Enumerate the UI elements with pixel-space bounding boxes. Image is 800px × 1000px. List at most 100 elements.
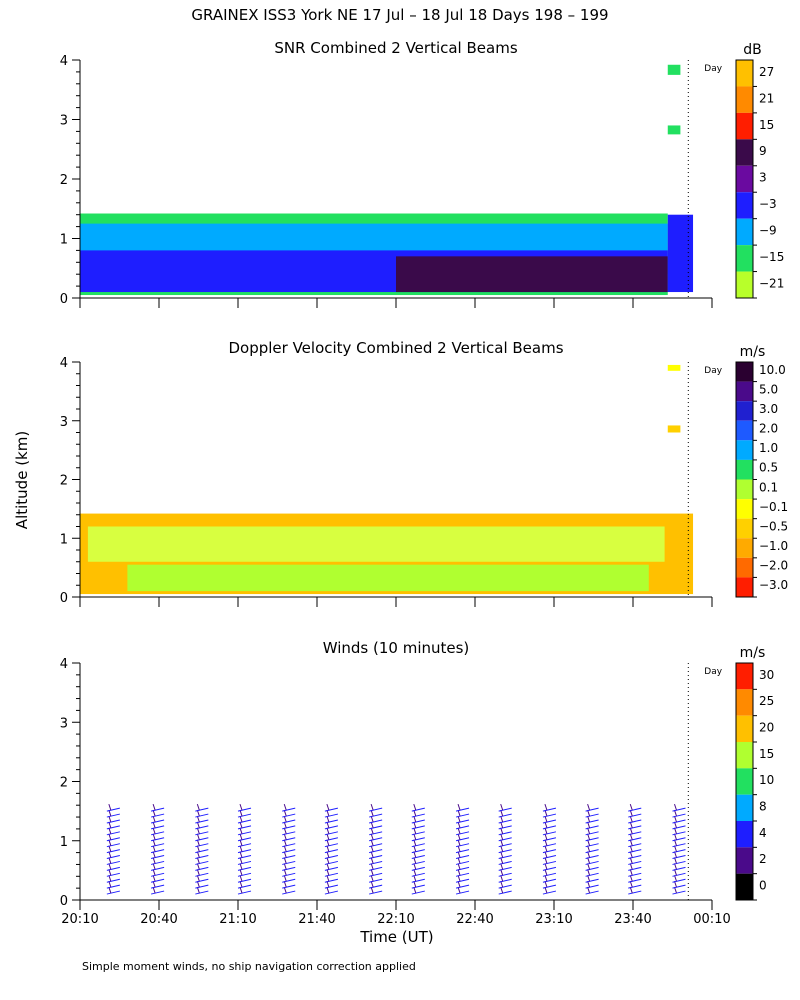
heatmap-region [667, 364, 681, 371]
wind-barb [369, 819, 383, 824]
wind-barb-flag [500, 803, 504, 811]
wind-barb [369, 884, 383, 889]
wind-barb [282, 884, 296, 889]
wind-barb [628, 890, 642, 895]
wind-barb-flag [457, 803, 461, 811]
wind-barb [324, 813, 339, 818]
wind-barb [585, 819, 599, 824]
colorbar-label: 15 [759, 118, 774, 132]
wind-barb [195, 890, 209, 895]
wind-barb [542, 866, 557, 871]
wind-barb [106, 890, 120, 895]
wind-barb [237, 807, 252, 812]
wind-barb-column [628, 803, 642, 895]
y-tick-label: 3 [60, 415, 68, 430]
wind-barb [282, 807, 296, 812]
wind-barb [369, 837, 383, 842]
x-tick-label: 20:40 [140, 912, 177, 927]
colorbar-cell [736, 742, 753, 769]
wind-barb [150, 884, 165, 889]
y-tick-label: 1 [60, 835, 68, 850]
wind-barb [498, 807, 512, 812]
wind-barb [195, 819, 209, 824]
wind-barb [498, 837, 512, 842]
wind-barb [106, 807, 120, 812]
wind-barb [282, 843, 296, 848]
panel-title: SNR Combined 2 Vertical Beams [274, 39, 517, 57]
wind-barb [455, 831, 470, 836]
wind-barb [455, 849, 470, 854]
colorbar-frame [735, 662, 754, 901]
wind-barb [369, 872, 383, 877]
wind-barb [498, 813, 512, 818]
wind-barb [237, 872, 252, 877]
wind-barb [498, 878, 512, 883]
wind-barb [585, 884, 599, 889]
wind-barb [498, 831, 512, 836]
wind-barb [585, 849, 599, 854]
heatmap-region [667, 64, 681, 75]
wind-barb [498, 884, 512, 889]
wind-barb [106, 813, 120, 818]
wind-barb-flag [674, 803, 677, 811]
wind-barb [455, 855, 470, 860]
wind-barb [237, 825, 252, 830]
wind-barb [585, 878, 599, 883]
wind-barb [195, 837, 209, 842]
wind-barb [106, 866, 120, 871]
wind-barb [324, 819, 339, 824]
wind-barb-flag [326, 803, 330, 811]
day-label: Day [704, 667, 722, 677]
wind-barb [237, 884, 252, 889]
wind-barb [369, 807, 383, 812]
x-tick-label: 20:10 [61, 912, 98, 927]
wind-barb [282, 855, 296, 860]
colorbar-cell [736, 538, 753, 558]
wind-barb-column [369, 803, 383, 895]
wind-barb [106, 884, 120, 889]
colorbar-label: −21 [759, 276, 784, 290]
wind-barb [672, 855, 686, 860]
wind-barb [282, 849, 296, 854]
colorbar-label: 5.0 [759, 382, 778, 396]
colorbar-label: 0.5 [759, 461, 778, 475]
wind-barb [411, 819, 425, 824]
colorbar-label: 4 [759, 826, 767, 840]
wind-barb [585, 813, 599, 818]
colorbar-cell [736, 577, 753, 597]
heatmap-region [667, 425, 681, 433]
wind-barb [150, 837, 165, 842]
wind-barb [237, 860, 252, 865]
colorbar-cell [736, 245, 753, 272]
wind-barb [195, 878, 209, 883]
y-tick-label: 3 [60, 716, 68, 731]
wind-barb-column [282, 803, 296, 895]
y-tick-label: 2 [60, 173, 68, 188]
wind-barb [672, 831, 686, 836]
wind-barb [628, 831, 642, 836]
colorbar-cell [736, 139, 753, 166]
x-tick-label: 22:40 [456, 912, 493, 927]
wind-barb [455, 813, 470, 818]
wind-barb [411, 843, 425, 848]
colorbar-cell [736, 873, 753, 900]
colorbar-label: 1.0 [759, 441, 778, 455]
wind-barb [672, 819, 686, 824]
wind-barb [195, 843, 209, 848]
colorbar-cell [736, 112, 753, 140]
wind-barb [672, 884, 686, 889]
wind-barb [369, 831, 383, 836]
colorbar-cell [736, 557, 753, 578]
wind-barb [411, 866, 425, 871]
wind-barb-column [237, 803, 252, 895]
heatmap-region [87, 526, 665, 562]
colorbar-label: −0.5 [759, 519, 788, 533]
wind-barb [150, 878, 165, 883]
colorbar-label: 30 [759, 668, 774, 682]
y-tick-label: 0 [60, 894, 68, 909]
wind-barb-column [585, 803, 599, 895]
wind-barb [672, 813, 686, 818]
wind-barb [106, 860, 120, 865]
wind-barb [150, 825, 165, 830]
wind-barb [585, 807, 599, 812]
